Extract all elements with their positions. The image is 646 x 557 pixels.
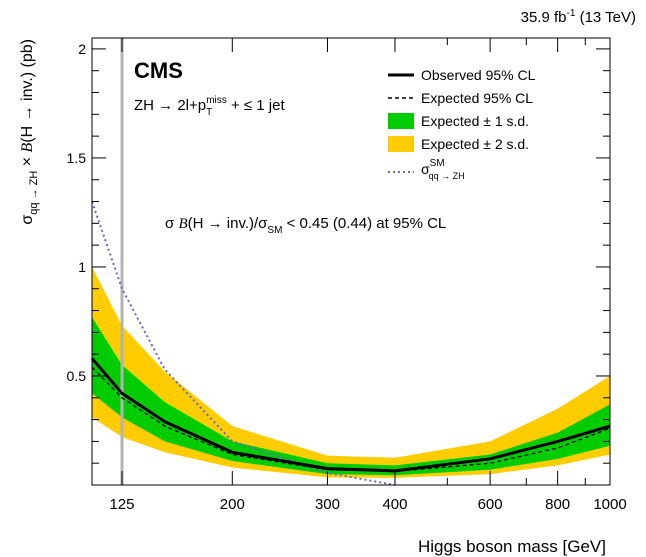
legend-observed-label: Observed 95% CL xyxy=(421,67,536,83)
y-tick-label: 1.5 xyxy=(67,150,87,166)
legend-expected-label: Expected 95% CL xyxy=(421,90,533,106)
x-tick-label: 300 xyxy=(315,496,340,513)
experiment-label: CMS xyxy=(134,58,183,83)
band-2sd xyxy=(92,266,610,478)
legend-band1-swatch xyxy=(388,113,414,129)
sm-cross-section-line xyxy=(91,201,396,486)
result-annotation: σ B(H → inv.)/σSM < 0.45 (0.44) at 95% C… xyxy=(165,215,446,236)
x-tick-label: 800 xyxy=(545,496,570,513)
x-tick-label: 1000 xyxy=(593,496,626,513)
band-1sd xyxy=(92,317,610,476)
legend-sm-label: σSM qq → ZH xyxy=(421,158,465,181)
y-tick-label: 0.5 xyxy=(67,368,87,384)
lines-layer xyxy=(90,38,611,486)
axis-ticks: 0.5 1 1.5 2 125 200 300 400 600 800 1000 xyxy=(67,38,627,513)
y-tick-label: 1 xyxy=(78,259,86,275)
legend-band1-label: Expected ± 1 s.d. xyxy=(421,113,529,129)
plot-frame xyxy=(91,37,611,486)
bands-layer xyxy=(92,266,610,478)
y-tick-label: 2 xyxy=(78,41,86,57)
y-axis-label: σqq → ZH × B(H → inv.) (pb) xyxy=(19,39,40,225)
observed-limit-line xyxy=(90,357,611,473)
x-axis-label: Higgs boson mass [GeV] xyxy=(418,537,606,556)
x-tick-label: 125 xyxy=(109,496,134,513)
legend: Observed 95% CL Expected 95% CL Expected… xyxy=(388,67,536,181)
expected-limit-line xyxy=(91,366,611,473)
legend-band2-swatch xyxy=(388,136,414,152)
lumi-label: 35.9 fb-1 (13 TeV) xyxy=(521,8,636,26)
x-tick-label: 200 xyxy=(220,496,245,513)
legend-band2-label: Expected ± 2 s.d. xyxy=(421,136,529,152)
x-tick-label: 600 xyxy=(478,496,503,513)
x-tick-label: 400 xyxy=(382,496,407,513)
channel-label: ZH → 2l+pTmiss + ≤ 1 jet xyxy=(134,95,285,118)
